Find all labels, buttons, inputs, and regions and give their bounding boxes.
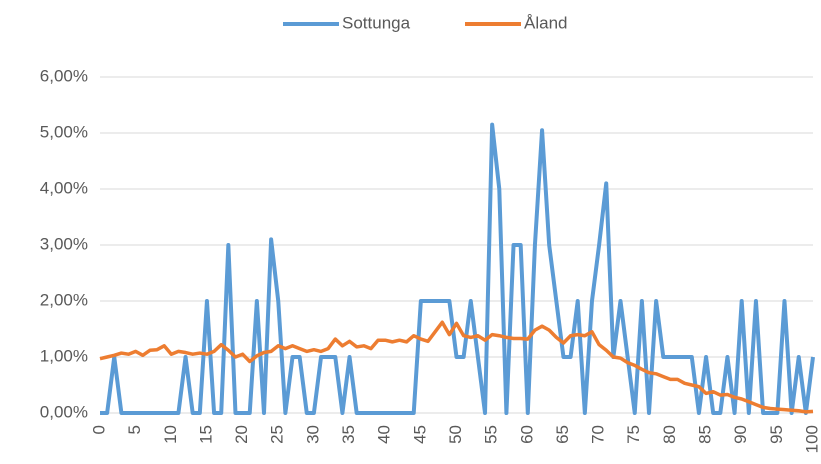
x-tick-label: 65 xyxy=(553,425,572,444)
y-tick-label: 5,00% xyxy=(40,122,88,141)
y-tick-label: 3,00% xyxy=(40,234,88,253)
x-tick-label: 30 xyxy=(303,425,322,444)
x-tick-label: 50 xyxy=(446,425,465,444)
x-tick-label: 20 xyxy=(232,425,251,444)
x-tick-label: 100 xyxy=(802,425,821,453)
x-tick-label: 45 xyxy=(410,425,429,444)
y-tick-label: 0,00% xyxy=(40,402,88,421)
x-tick-label: 75 xyxy=(624,425,643,444)
x-tick-label: 10 xyxy=(161,425,180,444)
x-tick-label: 90 xyxy=(731,425,750,444)
x-tick-label: 60 xyxy=(517,425,536,444)
y-tick-label: 4,00% xyxy=(40,178,88,197)
x-tick-label: 85 xyxy=(696,425,715,444)
x-tick-label: 80 xyxy=(660,425,679,444)
x-tick-label: 55 xyxy=(482,425,501,444)
x-tick-label: 15 xyxy=(196,425,215,444)
x-tick-label: 5 xyxy=(125,425,144,434)
series-line xyxy=(100,122,815,415)
x-tick-label: 35 xyxy=(339,425,358,444)
x-tick-label: 0 xyxy=(89,425,108,434)
x-tick-label: 25 xyxy=(268,425,287,444)
legend-label: Åland xyxy=(524,13,567,32)
y-tick-label: 1,00% xyxy=(40,346,88,365)
x-tick-label: 40 xyxy=(375,425,394,444)
legend-label: Sottunga xyxy=(342,13,411,32)
y-tick-label: 2,00% xyxy=(40,290,88,309)
y-tick-label: 6,00% xyxy=(40,66,88,85)
x-tick-label: 70 xyxy=(589,425,608,444)
x-tick-label: 95 xyxy=(767,425,786,444)
series-line xyxy=(99,320,814,414)
